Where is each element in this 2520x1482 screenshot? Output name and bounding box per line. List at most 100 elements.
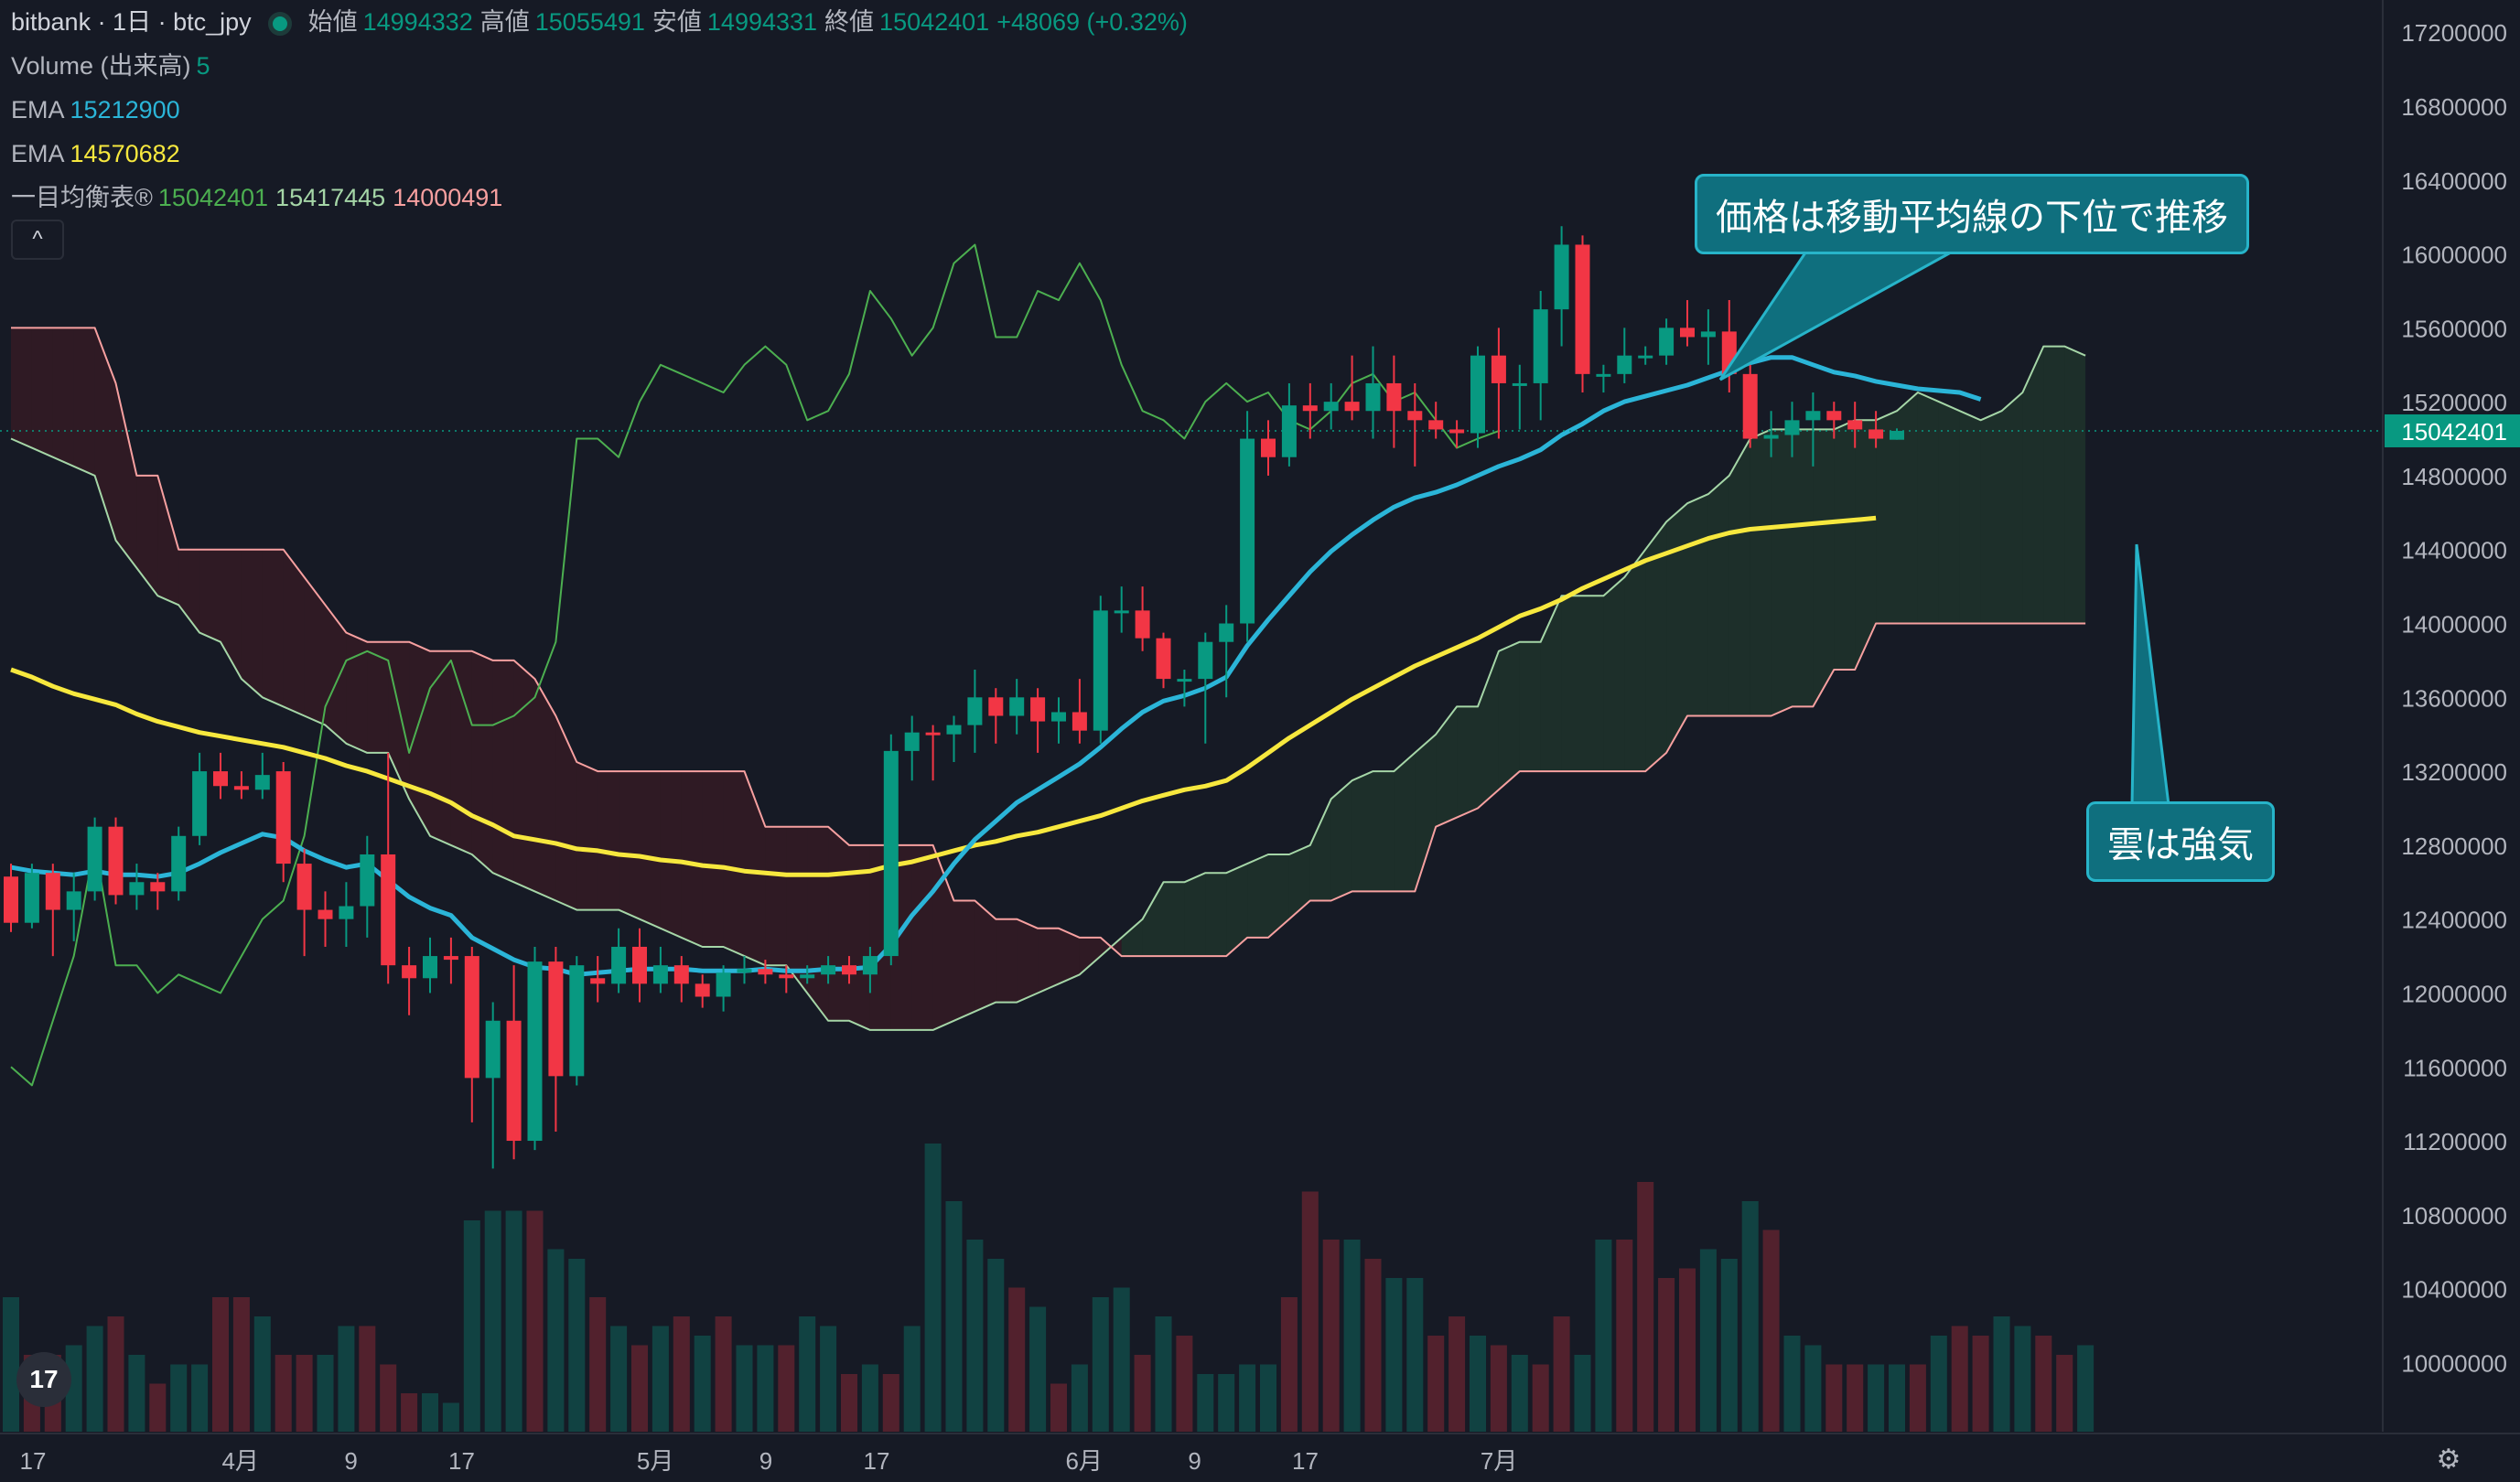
cloud-segment (1624, 549, 1646, 772)
volume-bar (1658, 1278, 1675, 1432)
cloud-segment (1540, 596, 1562, 772)
volume-bar (966, 1240, 984, 1432)
price-tick-label: 16800000 (2401, 93, 2507, 121)
collapse-legend-button[interactable]: ^ (11, 220, 64, 260)
ema1-legend-row[interactable]: EMA 15212900 (11, 88, 1195, 132)
senkou-span-a-line (10, 345, 2086, 1031)
cloud-segment (325, 605, 347, 744)
cloud-segment (723, 771, 745, 957)
cloud-segment (953, 900, 975, 1021)
cloud-segment (619, 771, 640, 919)
cloud-segment (450, 650, 472, 854)
cloud-segment (765, 826, 787, 966)
settings-icon[interactable]: ⚙ (2436, 1444, 2461, 1475)
cloud-segment (911, 844, 933, 1030)
candle-body (1847, 420, 1863, 430)
time-tick-label: 9 (759, 1447, 772, 1475)
senkou-span-b-line (11, 327, 2086, 958)
cloud-segment (576, 761, 598, 910)
cloud-segment (1288, 844, 1310, 919)
candle-body (569, 965, 585, 1077)
candle-body (1135, 610, 1150, 639)
cloud-segment (1373, 771, 1395, 892)
cloud-segment (1917, 392, 1939, 624)
candle-body (45, 873, 60, 910)
candle-body (254, 775, 270, 790)
callout2-arrow (2130, 543, 2170, 807)
volume-bar (652, 1326, 669, 1432)
candle-body (1512, 382, 1527, 386)
volume-bar (1783, 1336, 1801, 1432)
cloud-segment (1394, 752, 1416, 892)
volume-bar (484, 1210, 501, 1432)
candle-body (1072, 712, 1087, 731)
market-status-icon (267, 11, 292, 36)
volume-bar (1720, 1259, 1738, 1432)
volume-bar (882, 1374, 899, 1432)
candle-body (464, 956, 479, 1079)
candle-body (1009, 697, 1025, 716)
callout-price-below-ma[interactable]: 価格は移動平均線の下位で推移 (1695, 174, 2249, 254)
candle-body (87, 826, 102, 892)
candle-body (66, 891, 81, 910)
cloud-segment (136, 475, 158, 596)
candle-body (1281, 405, 1297, 457)
cloud-segment (1687, 494, 1708, 716)
candle-body (339, 906, 354, 919)
cloud-segment (52, 328, 74, 467)
cloud-segment (1247, 854, 1268, 938)
candle-body (821, 965, 836, 975)
cloud-segment (1980, 411, 2002, 624)
price-tick-label: 12800000 (2401, 832, 2507, 860)
volume-bar (903, 1326, 921, 1432)
volume-bar (1762, 1230, 1780, 1432)
volume-bar (2077, 1345, 2095, 1432)
candle-body (296, 864, 312, 910)
candles (4, 226, 1904, 1169)
candle-body (1826, 411, 1842, 421)
volume-bar (631, 1345, 648, 1432)
high-value: 15055491 (534, 8, 645, 36)
ema2-legend-row[interactable]: EMA 14570682 (11, 132, 1195, 176)
cloud-segment (2001, 392, 2023, 624)
volume-bar (1155, 1316, 1172, 1432)
volume-bar (820, 1326, 837, 1432)
cloud-segment (94, 328, 116, 541)
callout-cloud-bullish[interactable]: 雲は強気 (2086, 801, 2275, 882)
cloud-segment (555, 715, 577, 910)
volume-bar (568, 1259, 586, 1432)
volume-bar (1741, 1201, 1759, 1432)
volume-bar (505, 1210, 522, 1432)
candle-body (1638, 355, 1653, 359)
volume-legend-row[interactable]: Volume (出来高) 5 (11, 44, 1195, 88)
volume-bar (1637, 1182, 1654, 1432)
volume-bar (1470, 1336, 1486, 1432)
cloud-segment (1436, 706, 1458, 827)
ema2-value: 14570682 (70, 140, 180, 167)
volume-bar (107, 1316, 124, 1432)
candle-body (632, 946, 647, 984)
cloud-segment (1938, 402, 1960, 624)
cloud-segment (1038, 928, 1059, 993)
volume-bar (715, 1316, 732, 1432)
tradingview-logo[interactable]: 17 (16, 1352, 71, 1407)
cloud-segment (430, 650, 451, 845)
symbol-title[interactable]: bitbank · 1日 · btc_jpy (11, 8, 252, 36)
cloud-segment (598, 771, 619, 910)
cloud-segment (828, 826, 849, 1021)
candle-body (1198, 641, 1213, 680)
price-tick-label: 14400000 (2401, 537, 2507, 564)
volume-bar (1490, 1345, 1507, 1432)
volume-bar (1050, 1383, 1067, 1432)
ema-slow-line (10, 515, 1877, 877)
cloud-segment (975, 900, 996, 1012)
low-value: 14994331 (706, 8, 818, 36)
cloud-segment (1330, 780, 1352, 901)
candle-body (904, 732, 920, 751)
candle-body (1156, 638, 1171, 680)
candle-body (1365, 382, 1381, 412)
candle-body (443, 956, 458, 961)
ichimoku-legend-row[interactable]: 一目均衡表® 15042401 15417445 14000491 (11, 176, 1195, 220)
cloud-segment (199, 549, 221, 642)
